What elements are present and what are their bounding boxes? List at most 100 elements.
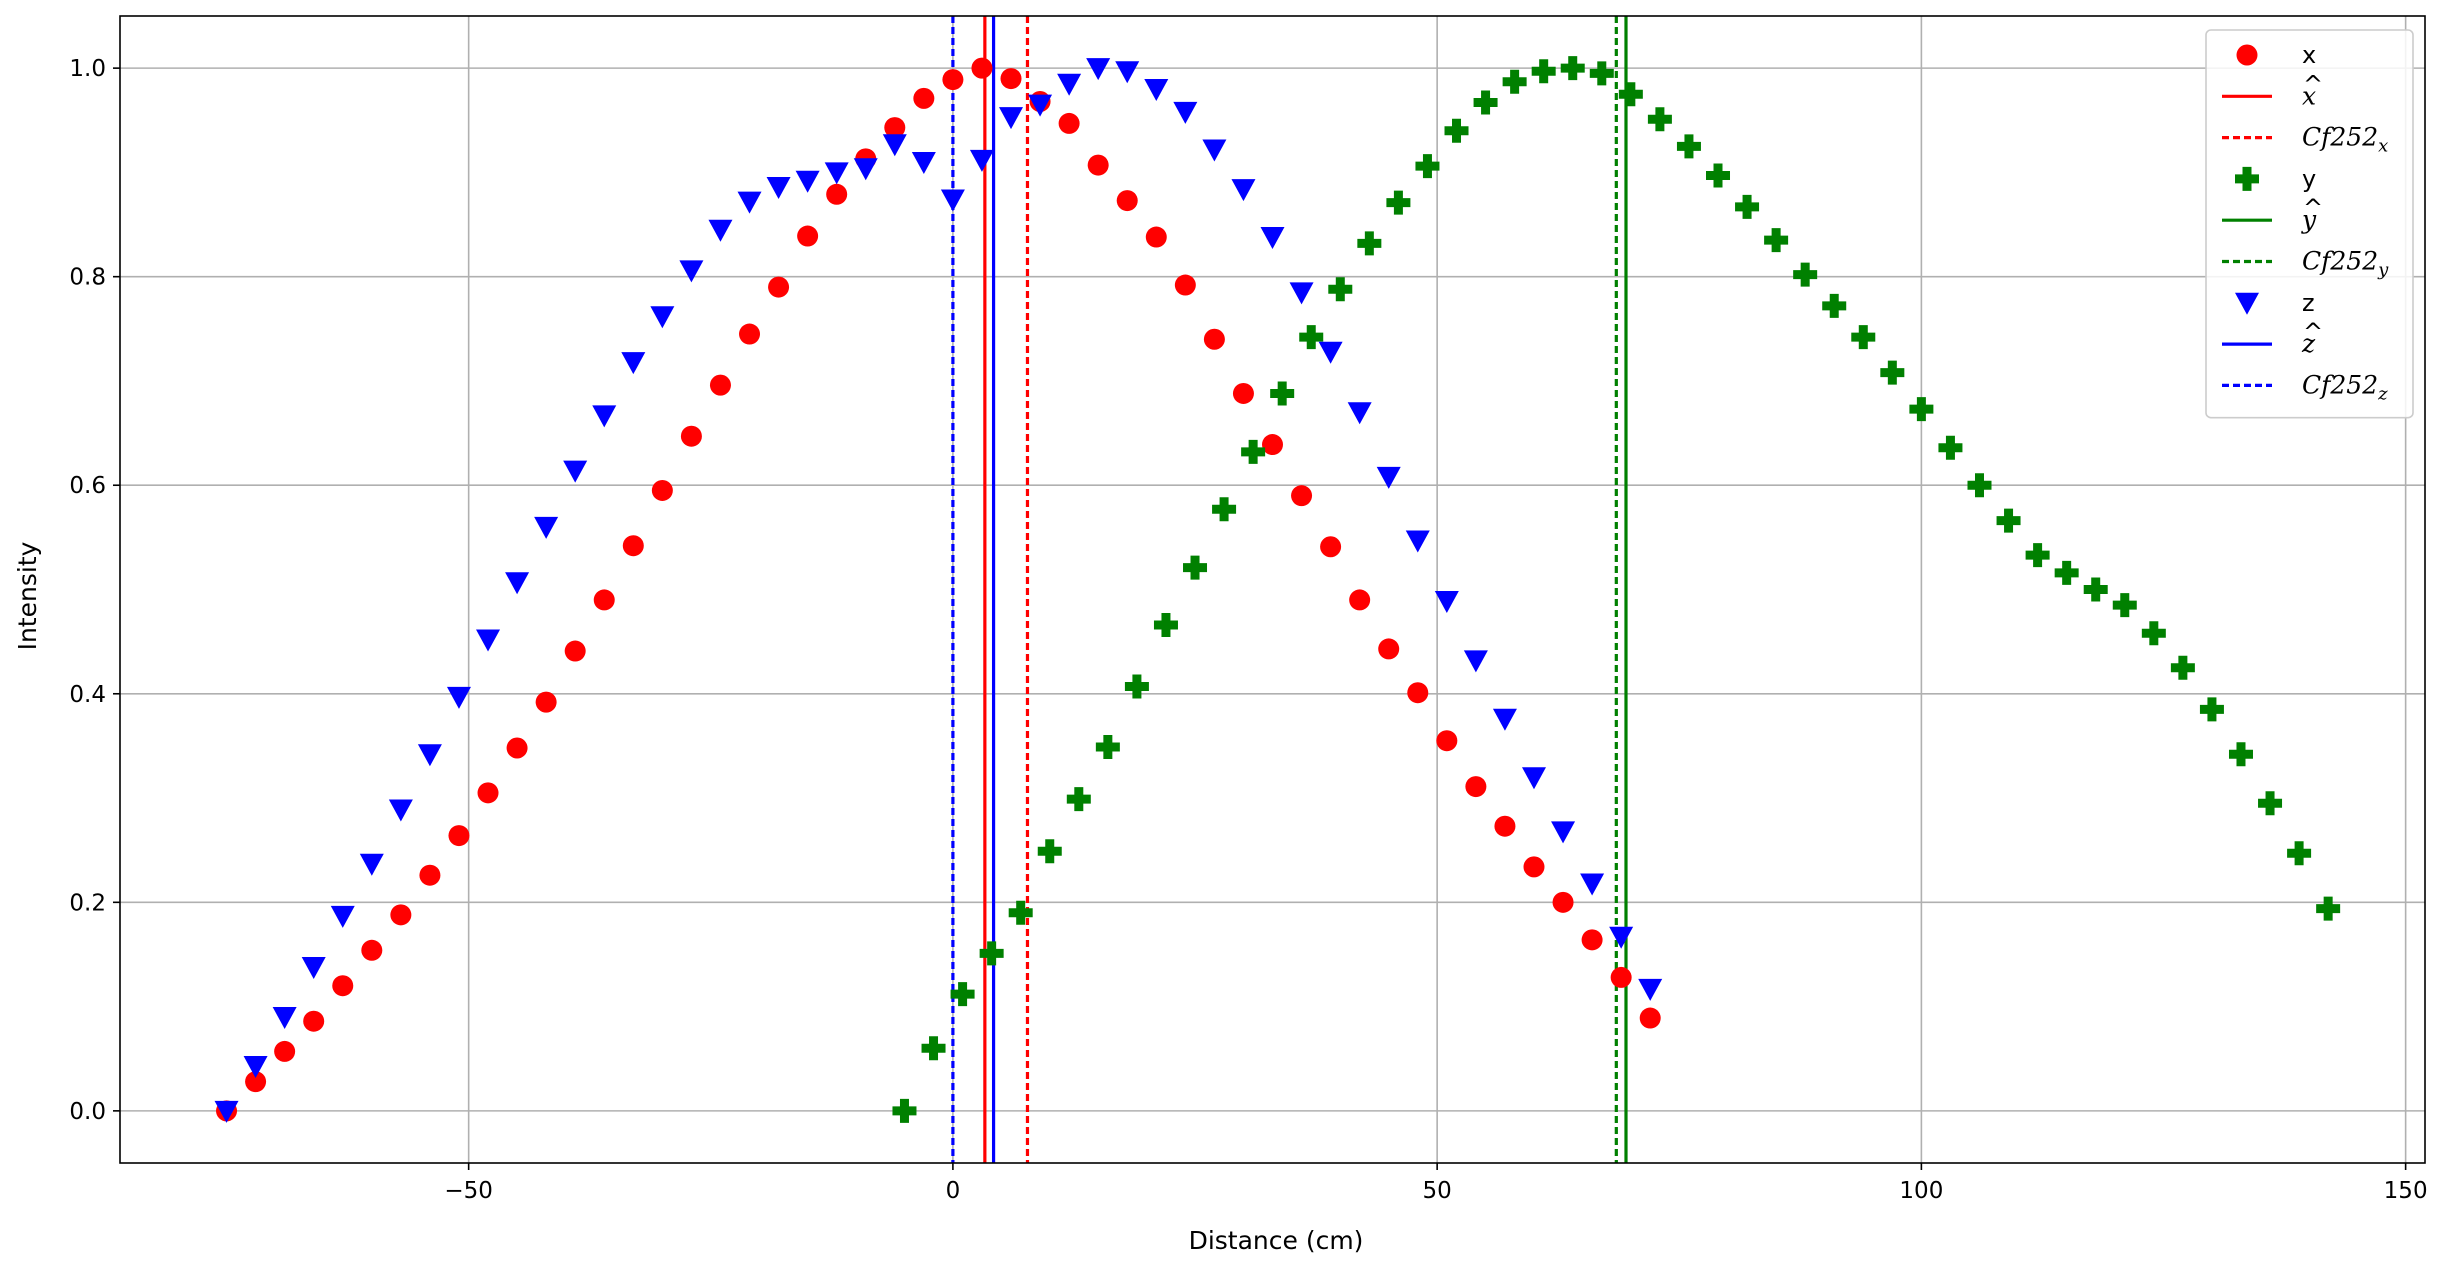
- data-point: [1320, 536, 1342, 558]
- data-point: [593, 589, 615, 611]
- data-point: [708, 219, 733, 242]
- x-tick-label: 150: [2384, 1178, 2428, 1204]
- data-series: [214, 56, 2341, 1123]
- data-point: [1086, 58, 1111, 81]
- data-point: [2054, 560, 2079, 585]
- data-point: [1066, 787, 1091, 812]
- data-point: [1494, 815, 1516, 837]
- legend-entry: Cf252z: [2222, 370, 2388, 404]
- data-point: [1407, 682, 1429, 704]
- legend-label-base: Cf252: [2302, 123, 2378, 152]
- legend-entry: z^: [2222, 318, 2323, 358]
- legend-box: [2205, 29, 2414, 419]
- data-point: [950, 982, 975, 1007]
- data-point: [1291, 485, 1313, 507]
- data-point: [1357, 231, 1382, 256]
- data-point: [243, 1056, 268, 1079]
- data-point: [1967, 473, 1992, 498]
- data-point: [1521, 767, 1546, 790]
- data-point: [1095, 734, 1120, 759]
- data-point: [1764, 228, 1789, 253]
- series-x: [216, 57, 1661, 1122]
- legend-label-hat: ^: [2303, 318, 2323, 346]
- data-point: [1492, 708, 1517, 731]
- data-point: [1735, 194, 1760, 219]
- data-point: [2199, 697, 2224, 722]
- data-point: [1000, 68, 1022, 90]
- y-tick-label: 1.0: [69, 56, 106, 82]
- data-point: [969, 149, 994, 172]
- legend-label-subscript: y: [2377, 260, 2389, 281]
- x-tick-label: 50: [1423, 1178, 1452, 1204]
- x-tick-label: 100: [1899, 1178, 1943, 1204]
- data-point: [1639, 1007, 1661, 1029]
- data-point: [2258, 791, 2283, 816]
- data-point: [1580, 873, 1605, 896]
- data-point: [882, 134, 907, 157]
- data-point: [303, 1010, 325, 1032]
- data-point: [361, 939, 383, 961]
- data-point: [477, 782, 499, 804]
- data-point: [1037, 839, 1062, 864]
- data-point: [1706, 163, 1731, 188]
- grid: [120, 16, 2425, 1163]
- y-tick-label: 0.0: [69, 1099, 106, 1125]
- data-point: [446, 686, 471, 709]
- series-y: [892, 56, 2341, 1123]
- data-point: [651, 479, 673, 501]
- data-point: [1996, 508, 2021, 533]
- axes: −50 0 50 100 150 0.0 0.2 0.4 0.6 0.8 1.0: [69, 15, 2428, 1204]
- data-point: [921, 1036, 946, 1061]
- data-point: [1116, 190, 1138, 212]
- data-point: [853, 158, 878, 181]
- plot-frame: [119, 15, 2426, 1164]
- data-point: [272, 1007, 297, 1030]
- legend-label: z: [2302, 289, 2315, 317]
- x-tick-label: −50: [444, 1178, 493, 1204]
- data-point: [1793, 262, 1818, 287]
- data-point: [1581, 929, 1603, 951]
- legend-label: Cf252x: [2302, 123, 2388, 157]
- data-point: [1676, 134, 1701, 159]
- data-point: [1473, 90, 1498, 115]
- data-point: [1552, 891, 1574, 913]
- data-point: [1289, 282, 1314, 305]
- legend-marker: [2236, 44, 2258, 66]
- data-point: [979, 941, 1004, 966]
- data-point: [1378, 638, 1400, 660]
- data-point: [417, 744, 442, 767]
- data-point: [766, 177, 791, 200]
- data-point: [1502, 69, 1527, 94]
- y-axis-label: Intensity: [13, 541, 42, 650]
- legend-entry: z: [2235, 289, 2315, 317]
- data-point: [1405, 530, 1430, 553]
- data-point: [1173, 101, 1198, 124]
- data-point: [592, 405, 617, 428]
- data-point: [1262, 434, 1283, 456]
- legend-label: Cf252y: [2302, 247, 2389, 281]
- legend-entry: y^: [2222, 194, 2323, 234]
- data-point: [1115, 61, 1140, 84]
- x-axis-label: Distance (cm): [1189, 1226, 1364, 1255]
- data-point: [388, 799, 413, 822]
- y-tick-label: 0.4: [69, 682, 106, 708]
- data-point: [1851, 325, 1876, 350]
- data-point: [2170, 655, 2195, 680]
- data-point: [1531, 59, 1556, 84]
- data-point: [1057, 73, 1082, 96]
- data-point: [1560, 56, 1585, 81]
- data-point: [1880, 360, 1905, 385]
- legend-label: y: [2301, 205, 2317, 234]
- legend-entry: x^: [2222, 70, 2323, 110]
- data-point: [913, 87, 935, 109]
- data-point: [2025, 543, 2050, 568]
- data-point: [1465, 776, 1487, 798]
- data-point: [2228, 742, 2253, 767]
- data-point: [1144, 78, 1169, 101]
- data-point: [1349, 589, 1371, 611]
- data-point: [1444, 118, 1469, 143]
- data-point: [1376, 466, 1401, 489]
- data-point: [390, 904, 412, 926]
- data-point: [1523, 856, 1545, 878]
